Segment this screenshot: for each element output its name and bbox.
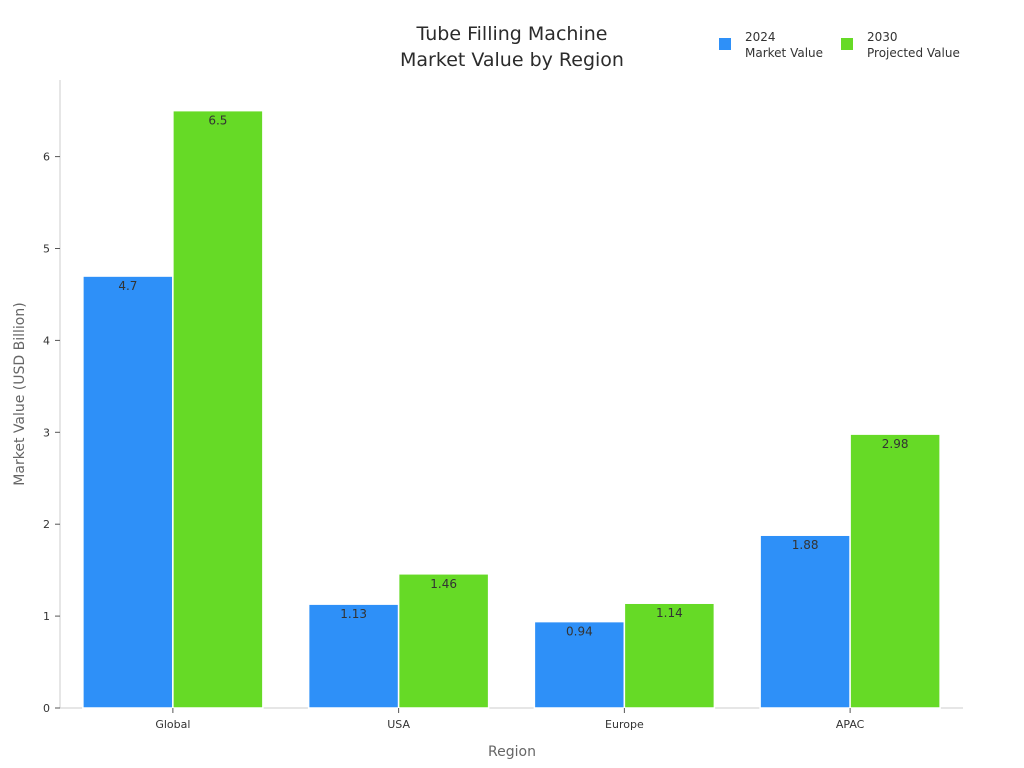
bar-2030-apac	[849, 433, 941, 709]
data-label-2024-apac: 1.88	[792, 538, 819, 552]
x-tick-label-europe: Europe	[605, 718, 644, 731]
y-tick-label: 0	[43, 702, 50, 715]
data-label-2024-global: 4.7	[118, 279, 137, 293]
bars: 4.7 6.5 1.13 1.46 0.94 1.14 1.88 2.98	[82, 109, 941, 709]
y-tick-label: 6	[43, 151, 50, 164]
bar-2024-global	[82, 275, 174, 709]
y-tick-label: 3	[43, 426, 50, 439]
chart-title-line-1: Tube Filling Machine	[416, 23, 608, 45]
y-axis-title: Market Value (USD Billion)	[12, 302, 28, 485]
chart-title-line-2: Market Value by Region	[400, 49, 624, 71]
legend-swatch-2024	[719, 38, 731, 50]
x-tick-label-usa: USA	[387, 718, 410, 731]
bar-2030-europe	[623, 602, 716, 709]
bar-2024-europe	[533, 620, 626, 709]
legend-swatch-2030	[841, 38, 853, 50]
data-label-2024-europe: 0.94	[566, 625, 593, 639]
bar-2030-global	[172, 109, 264, 709]
y-tick-label: 2	[43, 518, 50, 531]
legend-label-2024-line-1: 2024	[745, 30, 776, 44]
data-label-2030-europe: 1.14	[656, 606, 683, 620]
data-label-2030-global: 6.5	[208, 114, 227, 128]
x-ticks: Global USA Europe APAC	[155, 708, 865, 731]
y-ticks: 0 1 2 3 4 5 6	[43, 151, 60, 715]
bar-2030-usa	[397, 573, 490, 709]
data-label-2030-usa: 1.46	[430, 577, 457, 591]
x-tick-label-global: Global	[155, 718, 190, 731]
bar-2024-apac	[759, 534, 851, 709]
legend-label-2030-line-2: Projected Value	[867, 46, 960, 60]
legend-label-2024-line-2: Market Value	[745, 46, 823, 60]
data-label-2024-usa: 1.13	[340, 607, 367, 621]
y-tick-label: 4	[43, 334, 50, 347]
legend: 2024 Market Value 2030 Projected Value	[719, 30, 960, 60]
x-axis-title: Region	[488, 744, 536, 760]
legend-label-2030-line-1: 2030	[867, 30, 898, 44]
y-tick-label: 1	[43, 610, 50, 623]
x-tick-label-apac: APAC	[836, 718, 865, 731]
data-label-2030-apac: 2.98	[882, 437, 909, 451]
y-tick-label: 5	[43, 243, 50, 256]
